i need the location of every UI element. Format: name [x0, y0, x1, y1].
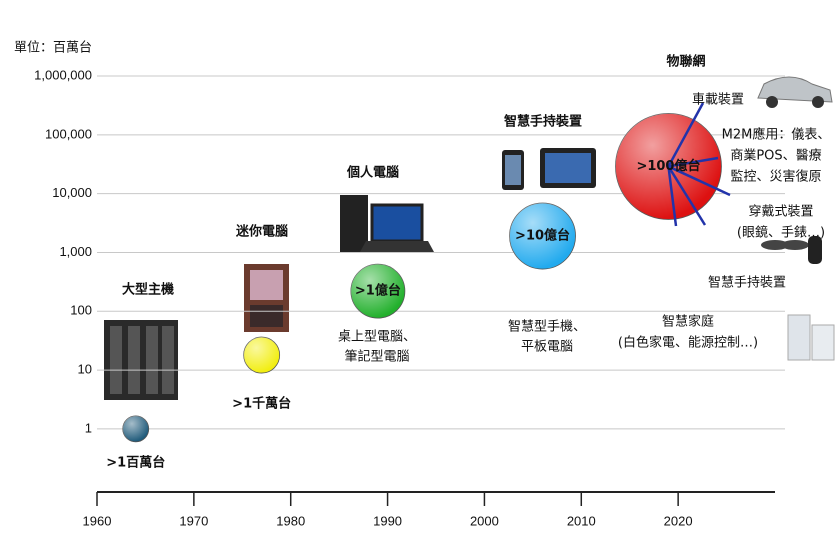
x-tick-label: 1980: [276, 513, 305, 528]
y-tick-label: 10,000: [52, 185, 92, 200]
minicomputer-image: [244, 264, 289, 332]
branch-label: 智慧家庭: [662, 314, 714, 330]
branch-label: 智慧手持裝置: [708, 275, 786, 291]
mainframe-image: [104, 320, 178, 400]
bubble-shine: [244, 337, 280, 373]
x-tick-label: 2000: [470, 513, 499, 528]
y-tick-label: 1,000: [59, 244, 92, 259]
era-name: 智慧手持裝置: [504, 114, 582, 130]
era-name: 物聯網: [666, 54, 705, 70]
branch-label: 車載裝置: [692, 93, 744, 108]
bubble-label: >1億台: [355, 283, 401, 299]
background: [0, 0, 839, 534]
chart: 單位：百萬台 1 10 100 1,000 10,000 100,000 1,000,000…: [0, 0, 839, 534]
x-tick-label: 2010: [567, 513, 596, 528]
pc-image: [340, 195, 434, 253]
era-name: 迷你電腦: [235, 224, 288, 240]
x-tick-label: 2020: [664, 513, 693, 528]
bubble-description: 筆記型電腦: [344, 349, 409, 365]
x-tick-label: 1970: [179, 513, 208, 528]
branch-label: (眼鏡、手錶…): [737, 226, 825, 241]
bubble-label: >1百萬台: [106, 454, 165, 470]
branch-label: 監控、災害復原: [730, 169, 821, 185]
era-name: 大型主機: [122, 282, 174, 298]
bubble-label: >10億台: [515, 228, 570, 244]
x-tick-label: 1990: [373, 513, 402, 528]
phone-tablet-image: [502, 148, 596, 190]
y-tick-label: 1: [85, 420, 92, 435]
y-tick-label: 1,000,000: [34, 67, 92, 82]
y-tick-label: 100: [70, 303, 92, 318]
y-tick-label: 10: [78, 362, 92, 377]
y-tick-label: 100,000: [45, 126, 92, 141]
bubble-shine: [123, 416, 149, 442]
branch-label: 商業POS、醫療: [730, 148, 821, 164]
era-name: 個人電腦: [346, 165, 399, 181]
bubble-description: 智慧型手機、: [508, 319, 586, 335]
bubble-label: >100億台: [636, 158, 700, 174]
branch-label: 穿戴式裝置: [748, 204, 813, 220]
bubble-label: >1千萬台: [232, 396, 291, 412]
x-tick-label: 1960: [83, 513, 112, 528]
bubble-description: 平板電腦: [521, 340, 573, 355]
page: 單位：百萬台 1 10 100 1,000 10,000 100,000 1,000,000…: [0, 0, 839, 534]
bubble-description: 桌上型電腦、: [338, 330, 416, 345]
branch-label: (白色家電、能源控制…): [618, 335, 758, 351]
branch-label: M2M應用：儀表、: [722, 127, 831, 143]
unit-label: 單位：百萬台: [14, 41, 92, 56]
